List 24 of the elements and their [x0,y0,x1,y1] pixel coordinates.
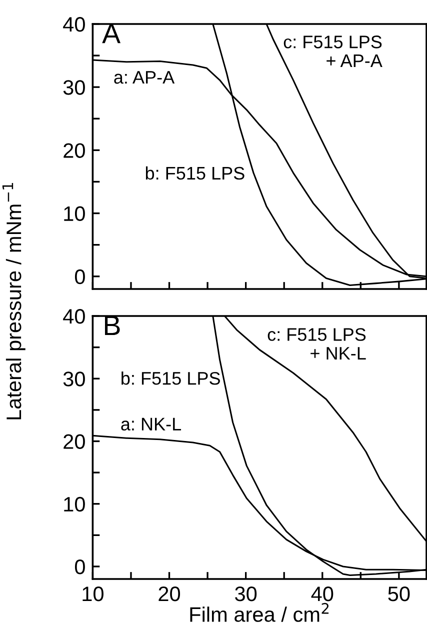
x-axis-title: Film area / cm$^{2}$ [190,602,329,622]
annotation: B [104,316,120,336]
y-axis-title: Lateral pressure / mNm$^{−1}$ [2,182,26,420]
annotation: a: NK-L [121,418,182,431]
y-tick-label: 40 [63,309,85,324]
y-tick-label: 30 [63,372,85,386]
y-tick-label: 0 [74,269,85,284]
annotation: c: F515 LPS + NK-L [268,328,366,360]
y-tick-label: 30 [63,80,85,95]
annotation: b: F515 LPS [146,166,244,180]
x-tick-label: 50 [388,586,410,602]
y-tick-label: 10 [64,496,85,512]
annotation: A [102,24,121,44]
y-tick-label: 20 [64,143,85,158]
x-tick-label: 40 [311,586,334,602]
y-tick-label: 10 [64,206,85,222]
annotation: c: F515 LPS + AP-A [284,36,382,67]
y-tick-label: 0 [74,559,85,574]
x-tick-label: 30 [235,586,257,602]
x-tick-label: 20 [158,586,180,602]
annotation: b: F515 LPS [122,371,220,385]
y-tick-label: 20 [64,434,85,449]
y-tick-label: 40 [63,17,85,32]
annotation: a: AP-A [114,71,175,84]
